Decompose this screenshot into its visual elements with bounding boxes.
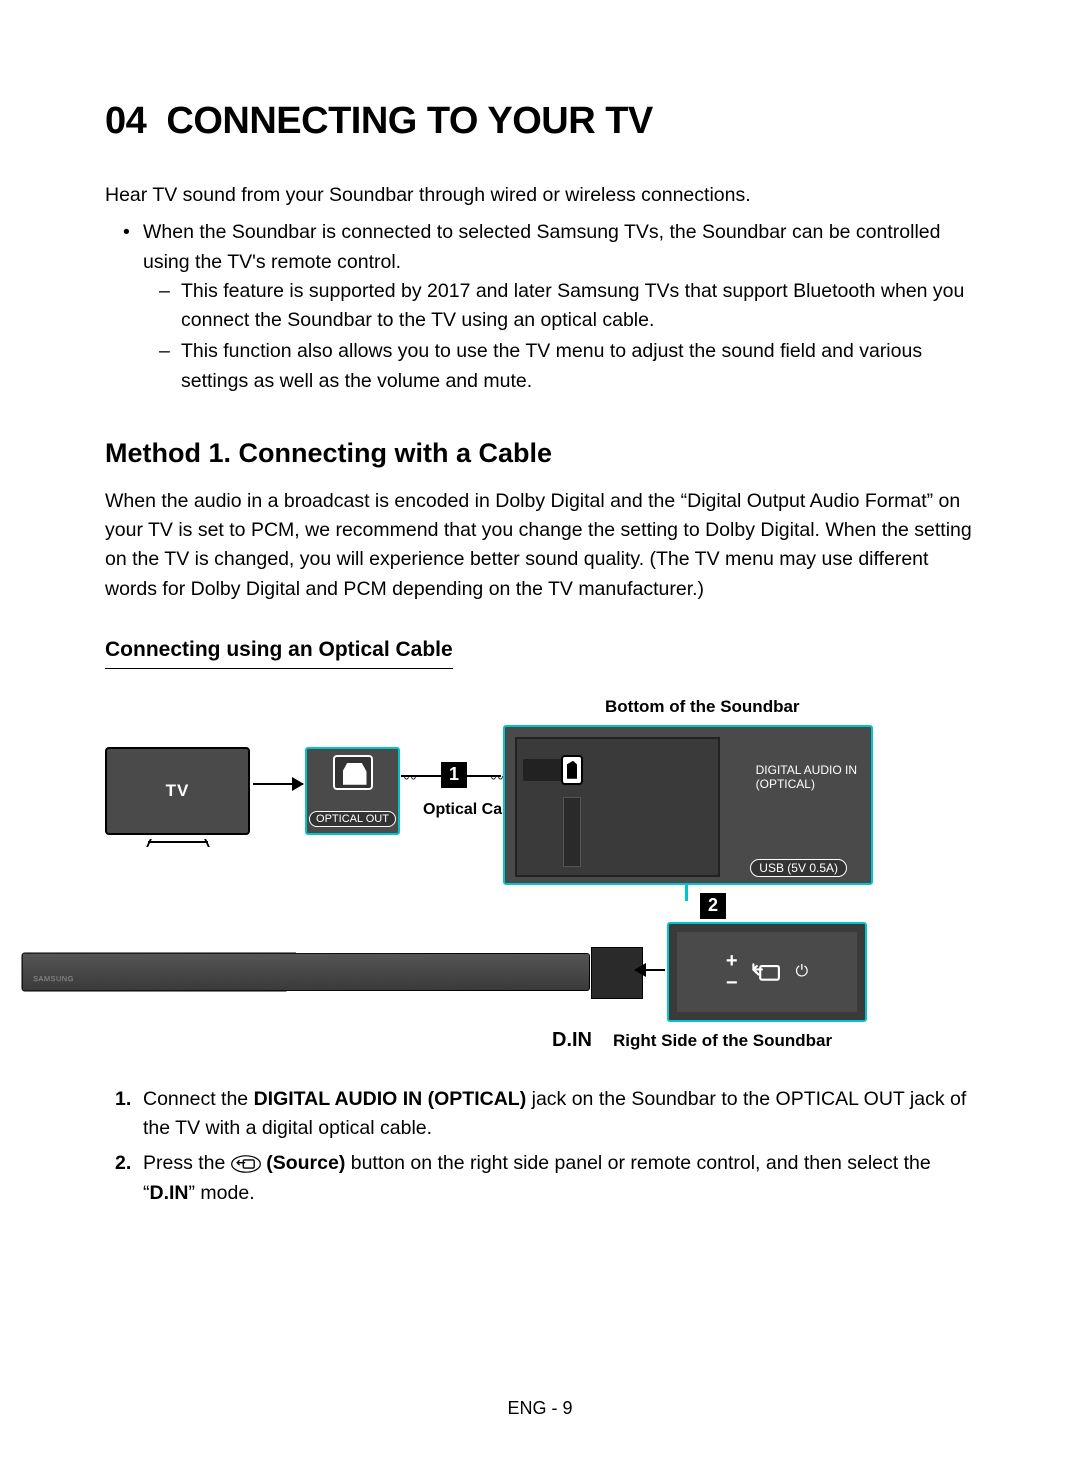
chapter-title: 04 CONNECTING TO YOUR TV: [105, 100, 975, 143]
volume-buttons-icon: + −: [726, 950, 738, 994]
chapter-title-text: CONNECTING TO YOUR TV: [166, 100, 652, 142]
optical-plug-icon: [503, 755, 583, 785]
dash-list: This feature is supported by 2017 and la…: [143, 277, 975, 396]
page-footer: ENG - 9: [0, 1398, 1080, 1419]
sub-heading: Connecting using an Optical Cable: [105, 638, 453, 669]
cable-wave-left: 〰: [403, 768, 417, 788]
bullet-list: When the Soundbar is connected to select…: [105, 218, 975, 396]
optical-port-icon: [333, 755, 373, 790]
step-marker-2: 2: [700, 893, 726, 919]
callout-line-1: [685, 885, 688, 901]
method-text: When the audio in a broadcast is encoded…: [105, 487, 975, 604]
instruction-steps: 1. Connect the DIGITAL AUDIO IN (OPTICAL…: [105, 1085, 975, 1208]
step-marker-1: 1: [441, 762, 467, 788]
step-2: 2. Press the (Source) button on the righ…: [143, 1149, 975, 1208]
connection-diagram: Bottom of the Soundbar TV OPTICAL OUT 〰 …: [105, 697, 975, 1057]
optical-out-port: OPTICAL OUT: [305, 747, 400, 835]
chapter-number: 04: [105, 100, 146, 142]
optical-out-label: OPTICAL OUT: [309, 811, 396, 827]
arrow-panel-to-soundbar: [635, 969, 665, 971]
step-1: 1. Connect the DIGITAL AUDIO IN (OPTICAL…: [143, 1085, 975, 1144]
dash-item-2: This function also allows you to use the…: [181, 337, 975, 396]
cable-wave-right: 〰: [490, 768, 504, 788]
arrow-tv-to-port: [253, 783, 303, 785]
intro-text: Hear TV sound from your Soundbar through…: [105, 181, 975, 210]
soundbar-bottom-label: Bottom of the Soundbar: [605, 697, 800, 717]
soundbar-right-panel: + − ⏻: [667, 922, 867, 1022]
power-icon: ⏻: [796, 963, 809, 981]
source-icon-inline: [231, 1153, 261, 1171]
panel-hatch: [563, 797, 581, 867]
usb-label: USB (5V 0.5A): [750, 859, 847, 877]
bullet-main: When the Soundbar is connected to select…: [143, 218, 975, 396]
dash-item-1: This feature is supported by 2017 and la…: [181, 277, 975, 336]
digital-audio-in-label: DIGITAL AUDIO IN (OPTICAL): [756, 763, 857, 792]
tv-icon: TV: [105, 747, 250, 845]
din-label: D.IN: [552, 1029, 592, 1052]
source-icon: [750, 960, 784, 984]
soundbar-side-view: SAMSUNG: [35, 943, 663, 995]
method-heading: Method 1. Connecting with a Cable: [105, 438, 975, 469]
right-side-label: Right Side of the Soundbar: [613, 1031, 832, 1051]
tv-label: TV: [166, 781, 190, 801]
soundbar-bottom-panel: DIGITAL AUDIO IN (OPTICAL) USB (5V 0.5A): [503, 725, 873, 885]
